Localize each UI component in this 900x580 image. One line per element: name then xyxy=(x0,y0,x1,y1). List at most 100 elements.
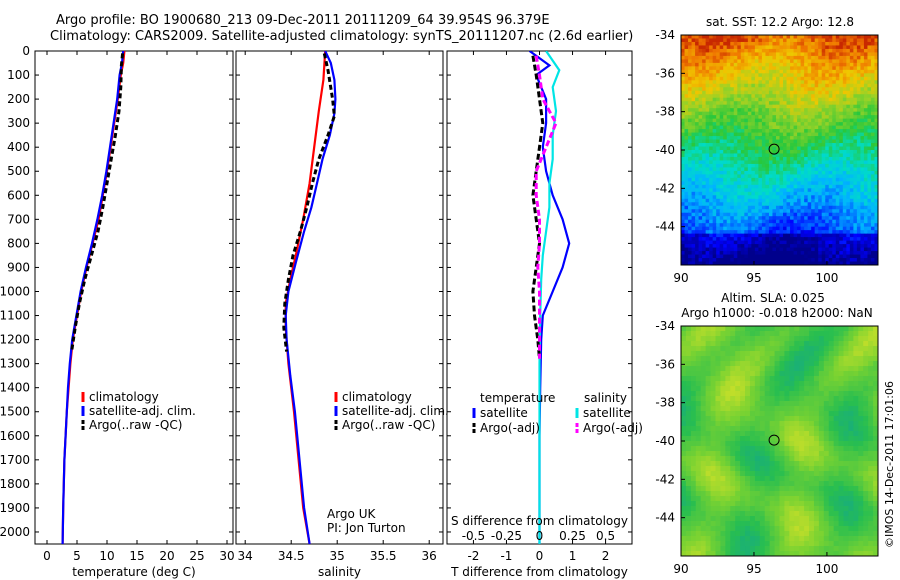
map-cell xyxy=(797,205,802,210)
map-cell xyxy=(793,104,798,109)
map-cell xyxy=(772,55,777,60)
map-cell xyxy=(858,371,864,377)
map-cell xyxy=(790,174,795,179)
map-cell xyxy=(779,73,784,78)
map-cell xyxy=(873,401,878,407)
map-cell xyxy=(726,139,731,144)
map-cell xyxy=(684,167,689,172)
map-cell xyxy=(860,174,865,179)
map-cell xyxy=(779,125,784,130)
map-cell xyxy=(867,184,872,189)
map-cell xyxy=(821,247,826,252)
map-cell xyxy=(809,371,815,377)
map-cell xyxy=(726,254,731,259)
map-cell xyxy=(758,62,763,67)
map-cell xyxy=(783,41,788,47)
map-cell xyxy=(715,396,721,402)
map-cell xyxy=(804,381,810,387)
map-cell xyxy=(702,129,707,134)
map-cell xyxy=(838,391,845,397)
map-cell xyxy=(740,244,745,249)
map-cell xyxy=(842,244,847,249)
map-cell xyxy=(848,381,854,387)
map-cell xyxy=(811,59,816,64)
map-x-tick-label: 95 xyxy=(746,271,761,285)
map-cell xyxy=(681,247,686,252)
map-cell xyxy=(828,156,833,162)
map-cell xyxy=(754,163,759,169)
map-cell xyxy=(735,361,741,367)
map-cell xyxy=(825,181,830,186)
map-cell xyxy=(723,69,728,74)
map-cell xyxy=(744,212,749,217)
map-cell xyxy=(793,202,798,207)
map-cell xyxy=(818,38,823,43)
map-cell xyxy=(800,156,805,162)
map-cell xyxy=(730,156,735,162)
map-cell xyxy=(823,356,830,362)
map-cell xyxy=(712,240,717,245)
map-cell xyxy=(863,45,869,50)
map-cell xyxy=(846,254,851,259)
map-cell xyxy=(790,101,795,106)
map-cell xyxy=(751,90,756,95)
map-cell xyxy=(730,416,736,422)
map-cell xyxy=(726,209,731,214)
map-cell xyxy=(842,41,847,47)
map-cell xyxy=(786,45,791,50)
map-cell xyxy=(691,41,696,47)
map-cell xyxy=(744,223,749,228)
map-cell xyxy=(835,59,840,64)
map-cell xyxy=(860,108,865,113)
map-cell xyxy=(684,188,689,193)
map-cell xyxy=(853,115,858,120)
map-cell xyxy=(761,205,767,210)
map-cell xyxy=(744,254,749,259)
map-cell xyxy=(716,163,721,169)
map-cell xyxy=(793,244,798,249)
map-cell xyxy=(797,160,802,165)
map-cell xyxy=(737,209,742,214)
map-cell xyxy=(774,391,781,397)
map-cell xyxy=(807,219,812,224)
map-cell xyxy=(853,122,858,127)
map-cell xyxy=(695,83,700,88)
map-cell xyxy=(779,386,786,392)
map-cell xyxy=(856,62,862,67)
map-cell xyxy=(858,366,864,372)
map-cell xyxy=(786,233,791,238)
map-cell xyxy=(774,346,781,352)
map-cell xyxy=(764,451,771,457)
map-cell xyxy=(772,41,777,47)
map-cell xyxy=(842,83,847,88)
map-cell xyxy=(758,261,763,265)
map-cell xyxy=(775,83,781,88)
y-tick-label: 1900 xyxy=(0,501,30,515)
map-cell xyxy=(765,115,770,120)
map-cell xyxy=(709,247,714,252)
map-cell xyxy=(870,184,876,189)
map-cell xyxy=(744,177,749,182)
map-cell xyxy=(749,391,756,397)
map-cell xyxy=(730,129,735,134)
map-cell xyxy=(774,366,781,372)
map-cell xyxy=(813,421,820,427)
map-cell xyxy=(772,146,777,151)
map-cell xyxy=(863,216,869,221)
map-cell xyxy=(860,150,865,155)
map-cell xyxy=(797,177,802,182)
map-cell xyxy=(856,212,862,217)
map-cell xyxy=(818,139,823,144)
map-cell xyxy=(749,346,756,352)
map-cell xyxy=(786,62,791,67)
map-cell xyxy=(685,361,692,367)
map-cell xyxy=(740,195,745,200)
map-cell xyxy=(825,240,830,245)
map-cell xyxy=(814,188,819,193)
map-cell xyxy=(856,150,862,155)
map-cell xyxy=(832,35,837,40)
map-cell xyxy=(733,230,738,235)
map-cell xyxy=(726,170,731,175)
map-cell xyxy=(807,202,812,207)
map-cell xyxy=(751,73,756,78)
